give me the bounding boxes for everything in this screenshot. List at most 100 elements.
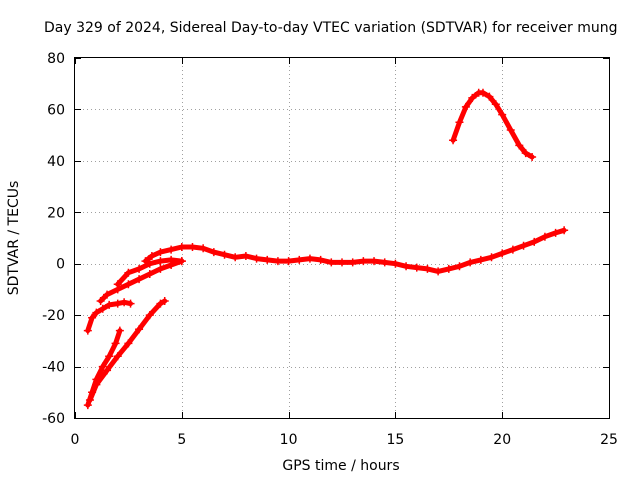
data-point-segment-6 [508,245,517,254]
y-tick-label: -60 [42,411,65,427]
data-point-segment-1 [105,300,114,309]
data-point-segment-2 [111,339,120,348]
data-point-segment-6 [231,253,240,262]
data-point-segment-7 [515,141,524,150]
y-tick-label: 40 [47,154,65,170]
x-tick-label: 15 [386,432,404,448]
data-point-segment-6 [560,226,569,235]
data-point-segment-5 [124,280,133,289]
data-point-segment-4 [124,268,133,277]
data-point-segment-6 [402,262,411,271]
data-point-segment-6 [284,257,293,266]
data-point-segment-6 [167,245,176,254]
data-point-segment-1 [98,304,107,313]
data-point-segment-6 [177,243,186,251]
data-point-segment-6 [444,264,453,273]
data-point-segment-5 [167,261,176,269]
data-point-segment-6 [305,254,314,263]
data-point-segment-7 [461,102,470,111]
data-point-segment-3 [103,366,112,375]
data-point-segment-6 [348,258,357,267]
data-point-segment-6 [252,254,261,263]
data-point-segment-3 [92,380,101,389]
data-point-segment-1 [120,298,129,307]
data-point-segment-3 [113,352,122,361]
data-point-segment-6 [295,255,304,264]
data-point-segment-3 [85,396,94,404]
x-tick-label: 10 [280,432,298,448]
data-point-segment-6 [141,257,150,266]
data-point-segment-3 [160,297,169,305]
data-point-segment-1 [83,326,92,335]
data-point-segment-6 [487,253,496,262]
data-point-segment-7 [468,93,477,102]
data-point-segment-7 [485,92,494,101]
data-point-segment-2 [105,352,114,361]
data-point-segment-5 [96,297,105,305]
data-point-segment-6 [423,264,432,273]
data-point-segment-1 [113,299,122,308]
chart-title: Day 329 of 2024, Sidereal Day-to-day VTE… [44,20,618,36]
y-tick-label: 80 [47,51,65,67]
data-point-segment-6 [199,244,208,253]
data-point-segment-6 [551,228,560,237]
data-point-segment-5 [145,270,154,278]
data-point-segment-6 [455,262,464,271]
data-point-segment-2 [98,362,107,371]
data-point-segment-1 [92,308,101,317]
x-tick-label: 25 [600,432,618,448]
data-point-segment-1 [126,299,135,308]
data-point-segment-6 [156,248,165,257]
data-point-segment-6 [263,255,272,264]
y-tick-label: -20 [42,308,65,324]
x-tick-label: 0 [71,432,80,448]
data-point-segment-6 [412,263,421,272]
data-point-segment-7 [498,110,507,119]
data-point-segment-4 [145,259,154,268]
data-point-segment-5 [177,257,186,266]
data-point-segment-6 [316,255,325,264]
series-layer [83,88,569,410]
data-point-segment-3 [145,311,154,320]
data-point-segment-2 [83,401,92,410]
data-point-segment-6 [434,267,443,276]
y-tick-label: -40 [42,360,65,376]
data-point-segment-3 [156,299,165,308]
data-point-segment-3 [124,339,133,348]
x-axis-label: GPS time / hours [282,458,399,474]
data-point-segment-3 [135,325,144,334]
data-point-segment-7 [491,100,500,109]
data-point-segment-7 [478,88,487,97]
data-point-segment-6 [540,232,549,241]
data-point-segment-5 [113,285,122,294]
x-tick-label: 20 [493,432,511,448]
data-point-segment-6 [220,250,229,259]
series-line-segment-7 [450,90,535,160]
y-tick-label: 60 [47,102,65,118]
data-point-segment-6 [273,257,282,266]
y-tick-label: 20 [47,205,65,221]
grid [75,58,609,418]
axis-ticks: 0 5 10 15 20 25 -60 -40 -20 0 20 40 60 80 [42,51,618,448]
data-point-segment-6 [147,252,156,260]
data-point-segment-7 [521,149,530,158]
data-point-segment-6 [327,258,336,267]
data-point-segment-5 [135,275,144,284]
data-point-segment-7 [455,118,464,127]
data-point-segment-6 [380,258,389,267]
y-axis-label: SDTVAR / TECUs [6,181,22,296]
y-tick-label: 0 [56,257,65,273]
data-point-segment-6 [209,248,218,257]
data-point-segment-5 [156,264,165,273]
data-point-segment-6 [338,258,346,267]
data-point-segment-6 [241,252,250,260]
data-point-segment-7 [528,153,537,161]
data-point-segment-6 [530,237,539,246]
data-point-segment-4 [135,264,144,273]
data-point-segment-6 [359,257,368,266]
data-point-segment-6 [519,241,528,250]
data-point-segment-5 [103,290,112,299]
data-point-segment-6 [466,258,475,267]
data-point-segment-1 [88,313,97,322]
